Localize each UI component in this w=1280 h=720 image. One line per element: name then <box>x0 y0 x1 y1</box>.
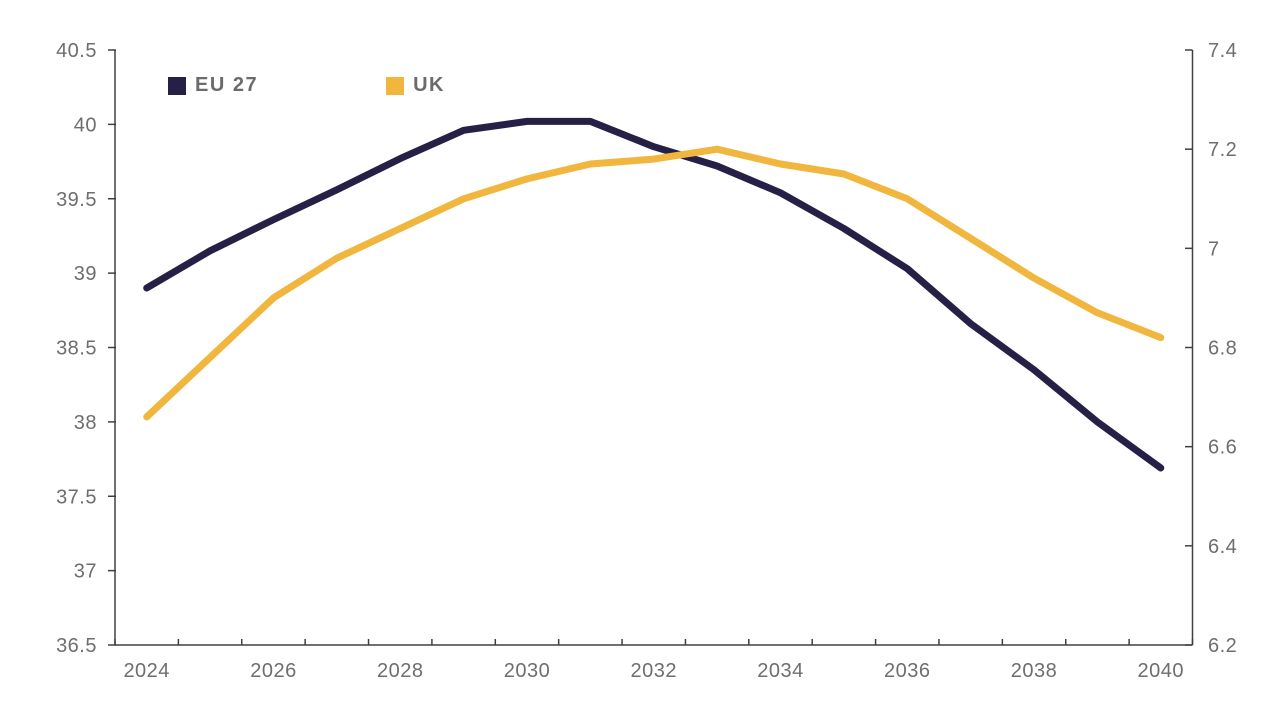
axis-ticks <box>108 49 1194 646</box>
left-axis-tick-label: 36.5 <box>56 635 97 657</box>
left-axis-tick-label: 40 <box>74 114 97 136</box>
right-axis-tick-label: 6.2 <box>1208 635 1237 657</box>
left-axis-tick-label: 40.5 <box>56 40 97 62</box>
uk-series-swatch-icon <box>386 76 405 95</box>
x-axis-tick-label: 2026 <box>250 660 297 682</box>
eu27-series-swatch-icon <box>168 76 186 95</box>
x-axis-tick-label: 2036 <box>884 660 931 682</box>
uk-data-line <box>143 145 1165 421</box>
left-axis-tick-label: 37 <box>74 561 97 583</box>
legend-label-eu27: EU 27 <box>195 74 259 96</box>
legend-item-uk: UK <box>386 74 445 97</box>
x-axis-tick-label: 2030 <box>504 660 551 682</box>
legend-label-uk: UK <box>413 74 445 96</box>
right-axis-tick-label: 7 <box>1208 238 1220 260</box>
left-axis-tick-label: 38 <box>74 412 97 434</box>
x-axis-tick-label: 2034 <box>757 660 804 682</box>
eu27-data-line <box>143 117 1165 472</box>
x-axis-tick-label: 2024 <box>123 660 170 682</box>
right-axis-tick-label: 6.6 <box>1208 437 1237 459</box>
right-axis-tick-label: 6.4 <box>1208 536 1237 558</box>
left-axis-tick-label: 39.5 <box>56 189 97 211</box>
data-series <box>143 117 1165 472</box>
axis-tick-labels: 36.5 37 37.5 38 38.5 39 39.5 40 40.5 6.2 6.4 6.6 6.8… <box>56 40 1237 682</box>
x-axis-tick-label: 2038 <box>1011 660 1058 682</box>
axes <box>114 50 1194 646</box>
legend: EU 27 UK <box>168 74 445 97</box>
left-axis-tick-label: 37.5 <box>56 486 97 508</box>
left-axis-tick-label: 38.5 <box>56 338 97 360</box>
x-axis-tick-label: 2028 <box>377 660 424 682</box>
legend-item-eu27: EU 27 <box>168 74 258 97</box>
right-axis-tick-label: 7.2 <box>1208 139 1237 161</box>
right-axis-tick-label: 6.8 <box>1208 338 1237 360</box>
x-axis-tick-label: 2032 <box>631 660 678 682</box>
x-axis-tick-label: 2040 <box>1138 660 1185 682</box>
right-axis-tick-label: 7.4 <box>1208 40 1237 62</box>
left-axis-tick-label: 39 <box>74 263 97 285</box>
